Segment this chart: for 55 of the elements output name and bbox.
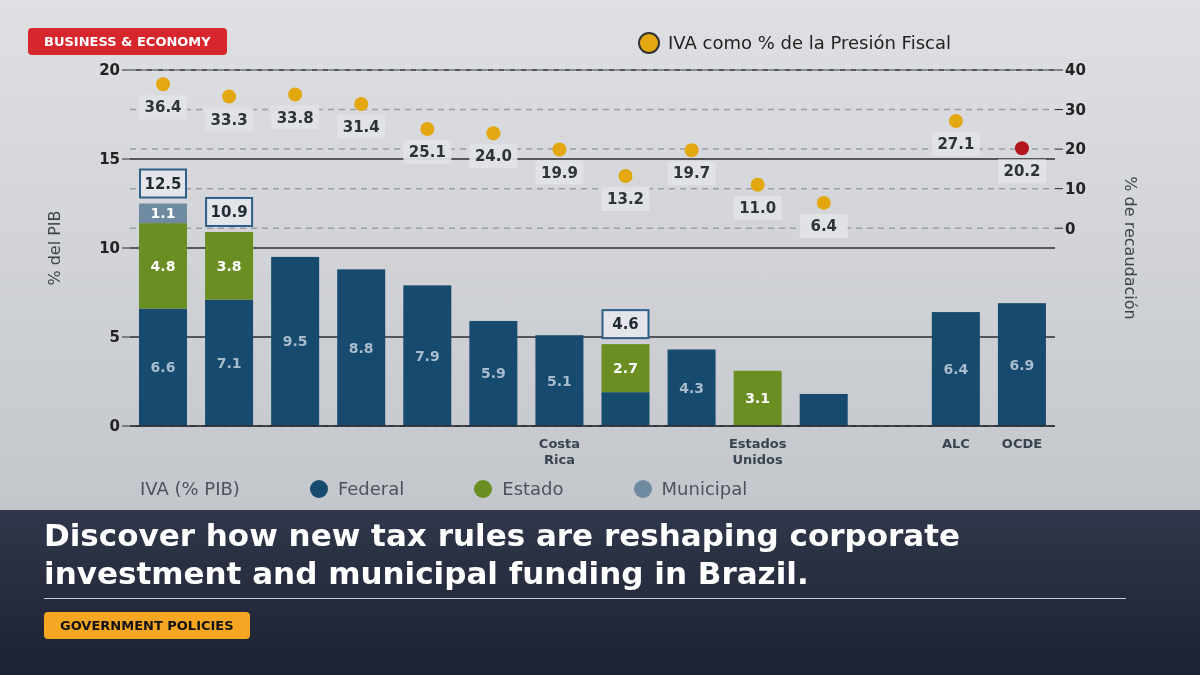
y-tick-label: 15: [99, 150, 120, 169]
data-label: 19.9: [540, 163, 578, 182]
legend-title: IVA (% PIB): [140, 478, 240, 499]
data-label: 4.3: [679, 379, 704, 396]
data-label: 27.1: [937, 135, 975, 154]
legend-label: Federal: [337, 478, 405, 499]
data-label: 6.4: [943, 361, 969, 378]
text: BUSINESS & ECONOMY: [28, 28, 227, 55]
data-label: 36.4: [144, 98, 182, 117]
data-label: 7.9: [414, 347, 440, 364]
data-label: 3.1: [745, 390, 771, 407]
y2-tick-label: 30: [1065, 100, 1086, 119]
y-tick-label: 5: [109, 328, 120, 347]
y-axis-title: % del PIB: [44, 210, 64, 286]
y2-tick-label: 20: [1065, 140, 1086, 159]
total-label: 12.5: [144, 174, 182, 193]
y-tick-label: 20: [99, 61, 120, 80]
text: Discover how new tax rules are reshaping corporate investment and municipal funding in Brazil.: [44, 516, 962, 592]
legend-label: Municipal: [661, 478, 748, 499]
data-label: 5.1: [547, 372, 572, 389]
total-label: 4.6: [612, 315, 639, 334]
y2-tick-label: 10: [1065, 179, 1086, 198]
legend-label: Estado: [502, 478, 564, 499]
data-label: 8.8: [348, 339, 374, 356]
x-tick-label: OCDE: [1001, 436, 1043, 451]
data-label: 25.1: [408, 142, 446, 161]
total-label: 10.9: [210, 202, 248, 221]
x-tick-label: Estados Unidos: [728, 436, 787, 467]
data-label: 19.7: [673, 164, 711, 183]
legend-label: IVA como % de la Presión Fiscal: [668, 32, 951, 53]
y2-axis-title: % de recaudación: [1121, 176, 1141, 320]
data-label: 9.5: [282, 333, 308, 350]
data-label: 20.2: [1003, 162, 1041, 181]
data-label: 4.8: [150, 257, 176, 274]
y-tick-label: 0: [109, 417, 120, 436]
x-tick-label: Costa Rica: [538, 436, 581, 467]
data-label: 31.4: [342, 118, 380, 137]
text: GOVERNMENT POLICIES: [44, 612, 250, 639]
y2-tick-label: 40: [1065, 61, 1086, 80]
data-label: 13.2: [607, 190, 645, 209]
data-label: 2.7: [613, 360, 638, 377]
data-label: 6.4: [810, 216, 838, 235]
data-label: 24.0: [474, 147, 512, 166]
data-label: 33.3: [210, 110, 248, 129]
x-tick-label: ALC: [941, 436, 970, 451]
data-label: 6.9: [1009, 356, 1035, 373]
data-label: 7.1: [216, 354, 242, 371]
data-label: 3.8: [216, 257, 242, 274]
data-label: 5.9: [480, 365, 506, 382]
data-label: 33.8: [276, 108, 314, 127]
y2-tick-label: 0: [1065, 219, 1076, 238]
data-label: 1.1: [150, 205, 176, 222]
data-label: 6.6: [150, 359, 176, 376]
y-tick-label: 10: [99, 239, 120, 258]
data-label: 11.0: [739, 198, 777, 217]
